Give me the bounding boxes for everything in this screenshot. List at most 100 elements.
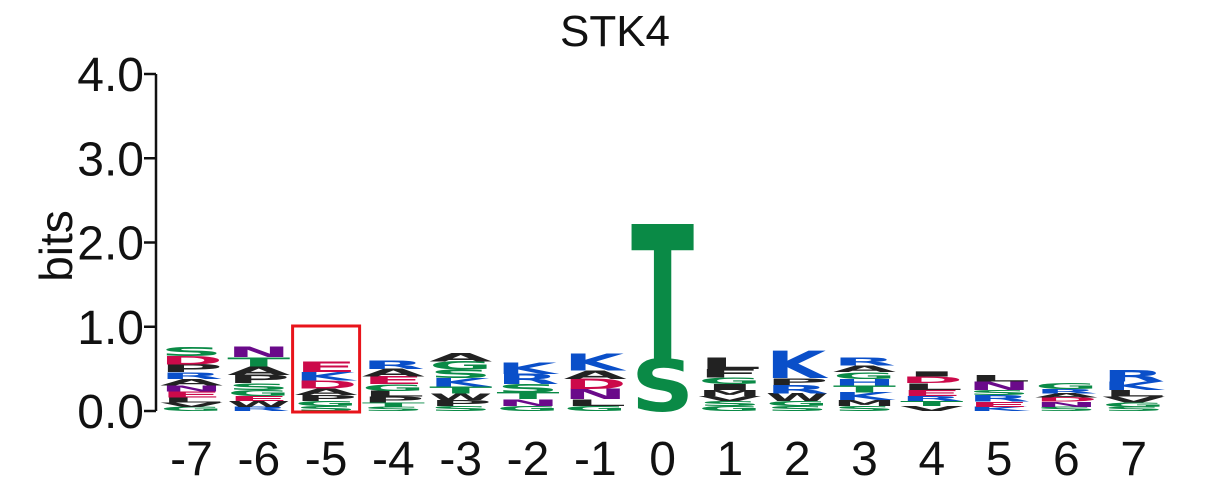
logo-letter: G [698,375,761,386]
logo-letter: P [295,393,358,402]
logo-letter: L [160,396,223,404]
x-tick-label: -1 [574,433,617,486]
logo-letter: W [766,391,829,403]
logo-letter: R [766,383,829,396]
x-tick-label: 0 [649,433,676,486]
logo-letter: S [833,405,896,413]
x-tick-label: 7 [1120,433,1147,486]
logo-letter: T [631,188,694,403]
logo-letter: E [227,395,290,403]
logo-letter: K [766,344,830,387]
logo-letter: N [564,386,627,402]
logo-letter: S [766,405,829,413]
logo-letter: E [968,400,1031,408]
logo-letter: S [631,345,694,428]
logo-letter: G [766,399,829,407]
x-tick-label: -4 [372,433,415,486]
logo-stack: ST [631,188,694,428]
logo-letter: T [497,391,560,402]
logo-letter: A [160,377,223,388]
y-tick-label: 2.0 [77,218,144,271]
logo-letter: L [968,373,1031,384]
logo-letter: G [564,405,627,413]
logo-letter: P [227,373,290,386]
chart-title: STK4 [560,7,670,56]
logo-letter: D [295,379,358,391]
x-tick-label: -7 [170,433,213,486]
logo-letter: T [362,401,426,408]
logo-letter: G [497,405,560,413]
logo-letter: G [698,405,761,413]
logo-letter: E [362,375,425,387]
x-tick-label: 6 [1053,433,1080,486]
logo-letter: G [227,388,290,397]
logo-letter: A [564,368,627,382]
logo-letter: P [429,399,492,408]
x-tick-label: -3 [439,433,482,486]
y-axis: 0.0 1.0 2.0 3.0 4.0 [77,49,158,439]
logo-letter: E [160,390,223,399]
logo-letter: A [362,367,425,379]
logo-letter: F [698,367,761,380]
logo-letter: I [900,370,963,378]
logo-letter: H [833,377,896,388]
highlight-box [291,324,362,414]
logo-letter: G [833,370,896,381]
logo-letter: L [564,397,627,408]
logo-letter: K [833,391,896,403]
logo-letter: S [429,405,492,413]
logo-letter: R [900,394,963,402]
logo-letter: N [497,397,560,408]
logo-letter: G [160,406,223,413]
y-tick-label: 1.0 [77,302,144,355]
logo-letter: R [1035,388,1098,395]
logo-letter: S [1035,406,1098,413]
x-tick-label: -6 [237,433,280,486]
x-tick-label: -5 [305,433,348,486]
logo-letter: R [968,393,1031,404]
logo-letter: E [295,359,358,375]
logo-letter: D [564,376,627,392]
y-tick-label: 3.0 [77,133,144,186]
logo-letter: T [227,355,290,370]
logo-letter: R [227,406,290,413]
highlight-rect [291,324,362,414]
logo-letter: W [227,399,290,409]
logo-letter: K [968,406,1031,413]
logo-letter: N [160,384,223,394]
logo-letter: L [900,381,963,392]
logo-letter: G [429,359,492,372]
logo-letter: I [698,383,761,392]
logo-letter: W [429,391,492,402]
logo-letter: V [698,394,761,402]
logo-letter: N [968,379,1031,393]
logo-letter: P [362,395,425,404]
logo-letter: N [227,344,290,360]
logo-letter: D [900,375,963,386]
logo-letter: A [1035,392,1098,399]
logo-letter: P [766,376,829,387]
x-tick-label: 4 [918,433,945,486]
logo-letter: A [227,364,290,378]
logo-letter: R [160,370,223,381]
logo-letter: R [497,371,560,387]
logo-letter: D [160,354,223,367]
x-tick-label: 1 [717,433,744,486]
logo-letter: S [698,399,761,407]
logo-letter: A [429,351,492,365]
logo-letter: G [295,399,358,407]
logo-letter: L [698,354,761,373]
logo-letter: S [968,389,1031,397]
logo-letter: M [833,398,896,408]
